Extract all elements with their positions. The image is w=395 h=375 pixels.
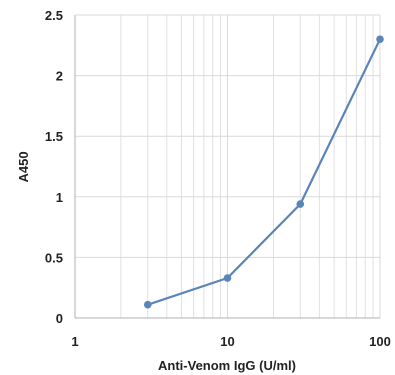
- y-tick-label: 2: [56, 69, 63, 84]
- y-tick-label: 0.5: [45, 250, 63, 265]
- data-point: [223, 274, 232, 282]
- data-point: [143, 300, 152, 309]
- grid: [74, 14, 381, 319]
- tick-labels: 0 0.5 1 1.5 2 2.5 1 10 100: [45, 8, 391, 349]
- data-point: [296, 200, 305, 208]
- y-tick-label: 0: [56, 311, 63, 326]
- y-tick-label: 1.5: [45, 129, 63, 144]
- series: [143, 35, 384, 309]
- x-tick-label: 100: [369, 334, 391, 349]
- data-point: [376, 35, 384, 44]
- x-axis-title: Anti-Venom IgG (U/ml): [158, 358, 296, 373]
- x-tick-label: 10: [220, 334, 234, 349]
- axes: [74, 15, 380, 319]
- y-tick-label: 1: [56, 190, 63, 205]
- series-line: [146, 38, 382, 306]
- y-tick-label: 2.5: [45, 8, 63, 23]
- y-axis-title: A450: [16, 151, 31, 182]
- x-tick-label: 1: [71, 334, 78, 349]
